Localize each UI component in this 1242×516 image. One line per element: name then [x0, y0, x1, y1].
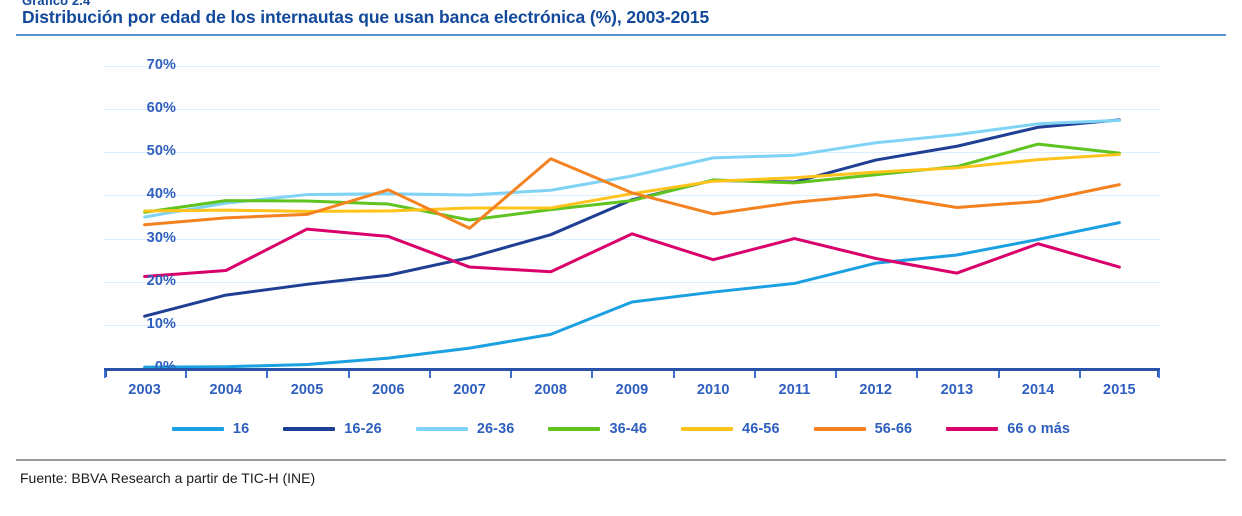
x-axis-line: [104, 368, 1160, 371]
y-axis-tick-label: 60%: [146, 100, 176, 117]
legend-swatch-icon: [946, 427, 999, 431]
x-axis-tick-label: 2009: [615, 382, 649, 398]
series-line-16-26: [143, 118, 1121, 318]
page-title: Distribución por edad de los internautas…: [22, 7, 710, 27]
series-line-26-36: [143, 118, 1121, 219]
x-axis-tick: [185, 371, 188, 378]
y-axis-tick-label: 0%: [154, 359, 176, 375]
legend-item-16[interactable]: 16: [171, 421, 250, 437]
x-axis-tick-label: 2003: [128, 382, 161, 398]
footer-divider: [16, 459, 1226, 461]
x-axis-tick: [266, 371, 269, 378]
legend-swatch-icon: [681, 427, 734, 431]
gridline: [104, 324, 1160, 326]
x-axis-tick-label: 2010: [696, 382, 730, 398]
x-axis-tick: [753, 371, 756, 378]
legend-label: 26-36: [476, 421, 515, 437]
x-axis-tick: [1158, 371, 1160, 378]
y-axis-tick-label: 30%: [146, 229, 176, 246]
gridline: [104, 152, 1160, 154]
x-axis-tick: [510, 371, 513, 378]
legend-swatch-icon: [415, 427, 468, 431]
x-axis-tick-label: 2014: [1021, 382, 1055, 398]
source-note: Fuente: BBVA Research a partir de TIC-H …: [20, 470, 316, 486]
legend-label: 56-66: [874, 421, 913, 437]
legend-label: 46-56: [742, 421, 780, 437]
legend-item-36-46[interactable]: 36-46: [548, 421, 647, 437]
y-axis-tick-label: 40%: [146, 186, 176, 203]
x-axis-tick: [591, 371, 594, 378]
legend-swatch-icon: [283, 427, 336, 431]
legend-item-16-26[interactable]: 16-26: [283, 421, 382, 437]
x-axis-tick-label: 2007: [453, 382, 486, 398]
gridline: [104, 195, 1160, 197]
y-axis-tick-label: 10%: [146, 315, 176, 332]
legend-swatch-icon: [548, 427, 601, 431]
x-axis-tick: [428, 371, 431, 378]
x-axis-tick: [916, 371, 919, 378]
legend-label: 66 o más: [1007, 421, 1071, 437]
series-line-56-66: [143, 157, 1121, 230]
gridline: [104, 238, 1160, 240]
series-line-16: [143, 221, 1121, 369]
x-axis-tick-label: 2006: [371, 382, 405, 398]
x-axis-tick: [104, 371, 106, 378]
x-axis-tick: [1078, 371, 1081, 378]
legend-item-66-o-más[interactable]: 66 o más: [946, 421, 1070, 437]
title-divider: [16, 34, 1226, 36]
legend-label: 16-26: [344, 421, 382, 437]
legend-label: 36-46: [609, 421, 648, 437]
x-axis-tick-label: 2012: [859, 382, 893, 398]
legend-swatch-icon: [171, 427, 224, 431]
series-line-36-46: [143, 142, 1121, 222]
x-axis-tick-label: 2008: [534, 382, 568, 398]
chart-legend: 16 16-26 26-36 36-46 46-56 56-66 66 o más: [0, 418, 1242, 440]
legend-swatch-icon: [813, 427, 866, 431]
series-line-66-o-más: [143, 227, 1121, 279]
gridline: [104, 66, 1160, 67]
gridline: [104, 109, 1160, 111]
legend-item-26-36[interactable]: 26-36: [415, 421, 515, 437]
legend-item-46-56[interactable]: 46-56: [681, 421, 780, 437]
x-axis-tick: [347, 371, 350, 378]
x-axis-tick-label: 2015: [1103, 382, 1136, 398]
x-axis-tick: [997, 371, 1000, 378]
x-axis-tick: [835, 371, 838, 378]
y-axis-tick-label: 20%: [146, 272, 176, 289]
plot-area: [104, 66, 1160, 369]
x-axis-tick-label: 2011: [778, 382, 811, 398]
series-layer: [143, 118, 1121, 369]
line-chart: 0% 10% 20% 30% 40% 50% 60% 70% 2003 2004 2005 2006…: [0, 40, 1242, 440]
x-axis-tick-label: 2004: [209, 382, 243, 398]
x-axis-tick-label: 2005: [290, 382, 324, 398]
x-axis-tick-label: 2013: [940, 382, 974, 398]
y-axis-tick-label: 50%: [146, 143, 176, 160]
chart-kicker: Gráfico 2.4: [22, 0, 91, 8]
y-axis-tick-label: 70%: [146, 57, 176, 73]
legend-item-56-66[interactable]: 56-66: [813, 421, 913, 437]
x-axis-tick: [672, 371, 675, 378]
legend-label: 16: [232, 421, 250, 437]
gridline: [104, 281, 1160, 283]
